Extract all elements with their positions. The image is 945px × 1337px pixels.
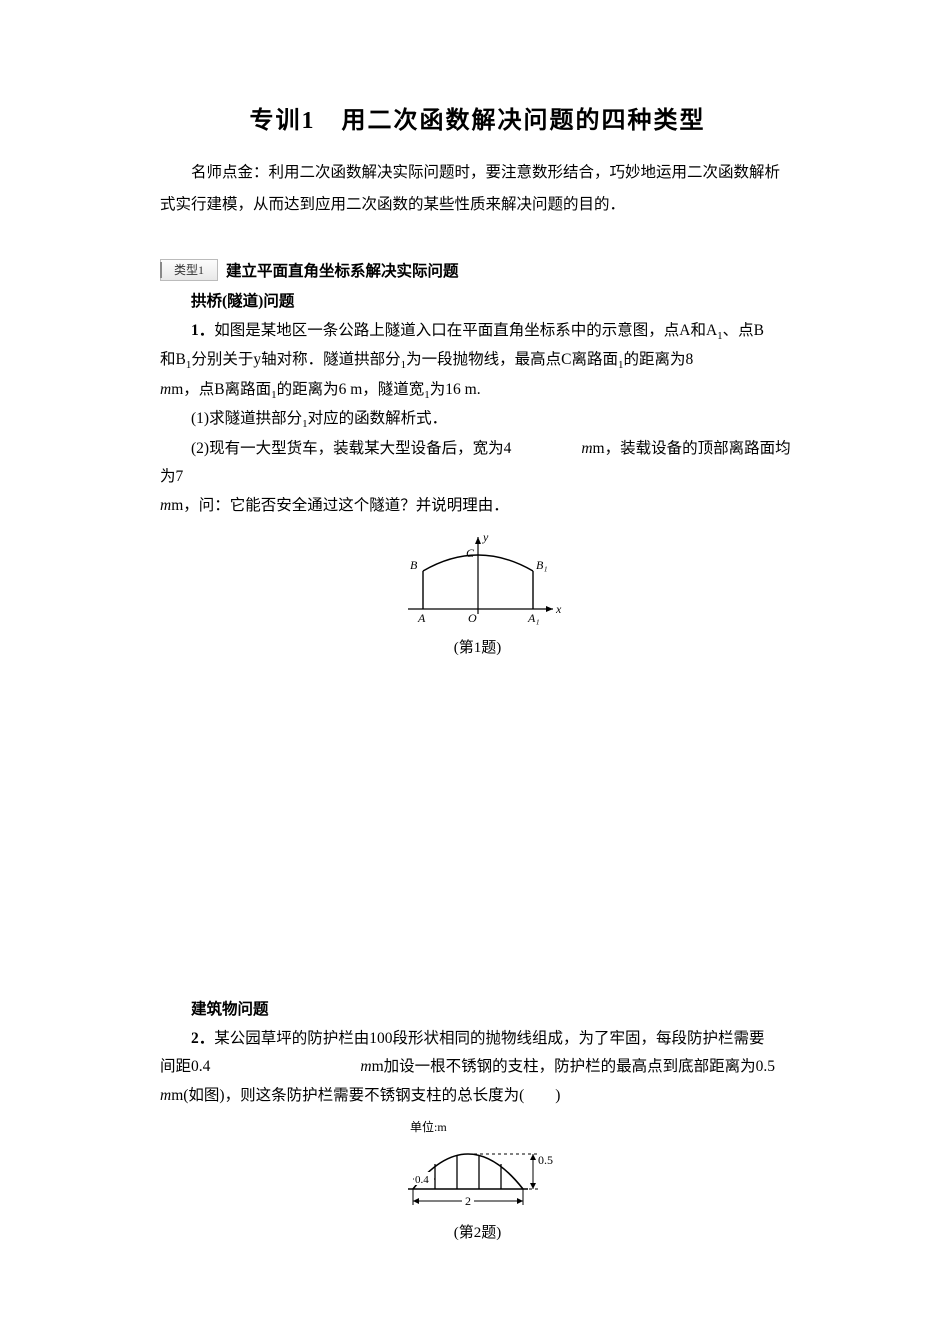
q1-p1b: 对应的函数解析式． (308, 410, 448, 427)
section-1-header: 类型1 建立平面直角坐标系解决实际问题 (160, 259, 795, 281)
q1-l2a: 和B (160, 351, 186, 368)
q1-l3b: 的距离为6 m，隧道宽 (277, 381, 425, 398)
figure-1: y x O A A₁ B B₁ C (第1题) (160, 529, 795, 657)
fig1-B1-label: B₁ (536, 558, 548, 572)
q1-m1: m (160, 381, 171, 398)
q1-l2d: 的距离为8 (623, 351, 693, 368)
fig2-step: 0.4 (415, 1174, 429, 1186)
fig2-unit-label: 单位:m (410, 1119, 447, 1134)
page: 专训1 用二次函数解决问题的四种类型 名师点金：利用二次函数解决实际问题时，要注… (0, 0, 945, 1306)
subsection-1: 拱桥(隧道)问题 (160, 289, 795, 311)
q1-l3c: 为16 m. (430, 381, 481, 398)
q1-part2a: (2)现有一大型货车，装载某大型设备后，宽为4mm，装载设备的顶部离路面均为7 (160, 435, 795, 492)
q1-line3: mm，点B离路面1的距离为6 m，隧道宽1为16 m. (160, 376, 795, 405)
q1-l1b: 、点B (723, 322, 764, 339)
intro-line-2: 式实行建模，从而达到应用二次函数的某些性质来解决问题的目的． (160, 191, 795, 219)
fig1-O-label: O (468, 611, 477, 625)
intro-line-1: 名师点金：利用二次函数解决实际问题时，要注意数形结合，巧妙地运用二次函数解析 (160, 159, 795, 187)
q2-line3: mm(如图)，则这条防护栏需要不锈钢支柱的总长度为( ) (160, 1082, 795, 1111)
q2-l2a: 间距0.4 (160, 1058, 210, 1075)
q1-m3: m (160, 497, 171, 514)
q1-l2b: 分别关于y轴对称．隧道拱部分 (191, 351, 400, 368)
fig1-A1-label: A₁ (527, 611, 540, 625)
figure-2: 单位:m 0.5 0.4 (160, 1119, 795, 1242)
work-space (160, 661, 795, 991)
q1-l1a: 如图是某地区一条公路上隧道入口在平面直角坐标系中的示意图，点A和A (214, 322, 717, 339)
q1-part1: (1)求隧道拱部分1对应的函数解析式． (160, 405, 795, 434)
q2-m2: m (160, 1087, 171, 1104)
q1-l3a: m，点B离路面 (171, 381, 271, 398)
figure-1-svg: y x O A A₁ B B₁ C (388, 529, 568, 629)
q1-line1: 1．如图是某地区一条公路上隧道入口在平面直角坐标系中的示意图，点A和A1、点B (160, 317, 795, 346)
q2-m1: m (360, 1058, 371, 1075)
q1-line2: 和B1分别关于y轴对称．隧道拱部分1为一段抛物线，最高点C离路面1的距离为8 (160, 346, 795, 375)
q2-line2: 间距0.4 mm加设一根不锈钢的支柱，防护栏的最高点到底部距离为0.5 (160, 1053, 795, 1082)
q1-part2b: mm，问：它能否安全通过这个隧道？并说明理由． (160, 492, 795, 521)
spacer (160, 223, 795, 249)
q2-l1: 某公园草坪的防护栏由100段形状相同的抛物线组成，为了牢固，每段防护栏需要 (214, 1030, 764, 1047)
q2-line1: 2．某公园草坪的防护栏由100段形状相同的抛物线组成，为了牢固，每段防护栏需要 (160, 1025, 795, 1054)
subsection-2: 建筑物问题 (160, 997, 795, 1019)
q1-m2: m (581, 440, 592, 457)
fig1-B-label: B (410, 558, 418, 572)
fig1-x-label: x (555, 602, 562, 616)
q1-p2: (2)现有一大型货车，装载某大型设备后，宽为4 (191, 440, 511, 457)
figure-1-caption: (第1题) (160, 636, 795, 657)
q1-l2c: 为一段抛物线，最高点C离路面 (406, 351, 618, 368)
fig1-C-label: C (466, 546, 475, 560)
q2-number: 2． (191, 1030, 214, 1047)
doc-title: 专训1 用二次函数解决问题的四种类型 (160, 100, 795, 135)
q1-p3: m，问：它能否安全通过这个隧道？并说明理由． (171, 497, 509, 514)
fig2-height: 0.5 (538, 1153, 553, 1167)
section-1-tag: 类型1 (160, 259, 218, 281)
q2-l2b: m加设一根不锈钢的支柱，防护栏的最高点到底部距离为0.5 (372, 1058, 775, 1075)
fig1-y-label: y (482, 530, 489, 544)
q1-p1a: (1)求隧道拱部分 (191, 410, 302, 427)
q2-l3: m(如图)，则这条防护栏需要不锈钢支柱的总长度为( ) (171, 1087, 560, 1104)
section-1-title: 建立平面直角坐标系解决实际问题 (226, 259, 459, 281)
fig1-A-label: A (417, 611, 426, 625)
figure-2-svg: 单位:m 0.5 0.4 (388, 1119, 568, 1214)
fig2-span: 2 (465, 1194, 471, 1208)
figure-2-caption: (第2题) (160, 1221, 795, 1242)
q1-number: 1． (191, 322, 214, 339)
